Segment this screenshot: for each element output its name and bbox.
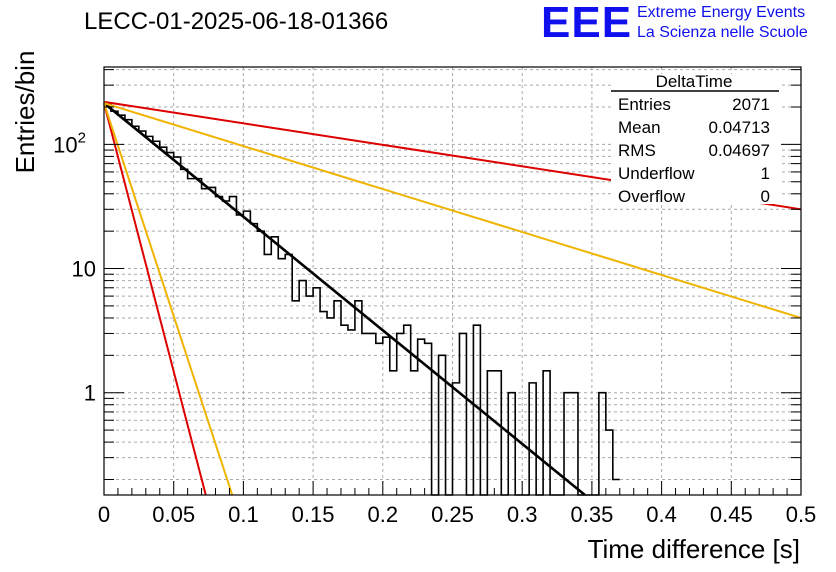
x-tick-label: 0.5: [786, 502, 817, 527]
stats-label: Entries: [618, 95, 671, 114]
fit-line: [103, 102, 586, 497]
stats-value: 0: [761, 187, 770, 206]
fit-line: [103, 102, 234, 496]
x-tick-label: 0.45: [710, 502, 753, 527]
x-tick-label: 0.4: [646, 502, 677, 527]
axis-ticks: [103, 69, 802, 495]
stats-title: DeltaTime: [656, 72, 733, 91]
stats-label: RMS: [618, 141, 656, 160]
stats-label: Underflow: [618, 164, 695, 183]
eee-tagline-1: Extreme Energy Events: [637, 4, 806, 21]
x-tick-label: 0.2: [368, 502, 399, 527]
y-tick-labels: 1 10 102: [53, 129, 96, 405]
y-axis-label: Entries/bin: [10, 51, 40, 174]
stats-label: Mean: [618, 118, 661, 137]
x-tick-label: 0.1: [228, 502, 259, 527]
x-tick-labels: 0 0.05 0.1 0.15 0.2 0.25 0.3 0.35 0.4 0.45 0.5: [98, 502, 816, 527]
x-tick-label: 0.05: [152, 502, 195, 527]
fit-line: [103, 102, 802, 319]
y-tick-label: 1: [84, 381, 96, 406]
histogram-steps: [104, 103, 620, 496]
stats-value: 0.04713: [709, 118, 770, 137]
stats-label: Overflow: [618, 187, 686, 206]
fit-line: [103, 102, 207, 496]
fit-lines: [103, 100, 802, 497]
stats-value: 0.04697: [709, 141, 770, 160]
x-tick-label: 0: [98, 502, 110, 527]
histogram: [104, 103, 620, 496]
eee-tagline-2: La Scienza nelle Scuole: [637, 24, 808, 41]
x-tick-label: 0.15: [292, 502, 335, 527]
stats-box: DeltaTime Entries 2071 Mean 0.04713 RMS 0.046…: [611, 72, 779, 206]
eee-logo: EEE: [541, 0, 633, 47]
stats-value: 1: [761, 164, 770, 183]
x-axis-label: Time difference [s]: [588, 534, 800, 564]
y-tick-label: 102: [53, 129, 86, 157]
x-tick-label: 0.3: [507, 502, 538, 527]
stats-value: 2071: [732, 95, 770, 114]
run-title: LECC-01-2025-06-18-01366: [84, 8, 389, 35]
y-tick-label: 10: [72, 257, 96, 282]
x-tick-label: 0.35: [570, 502, 613, 527]
x-tick-label: 0.25: [431, 502, 474, 527]
